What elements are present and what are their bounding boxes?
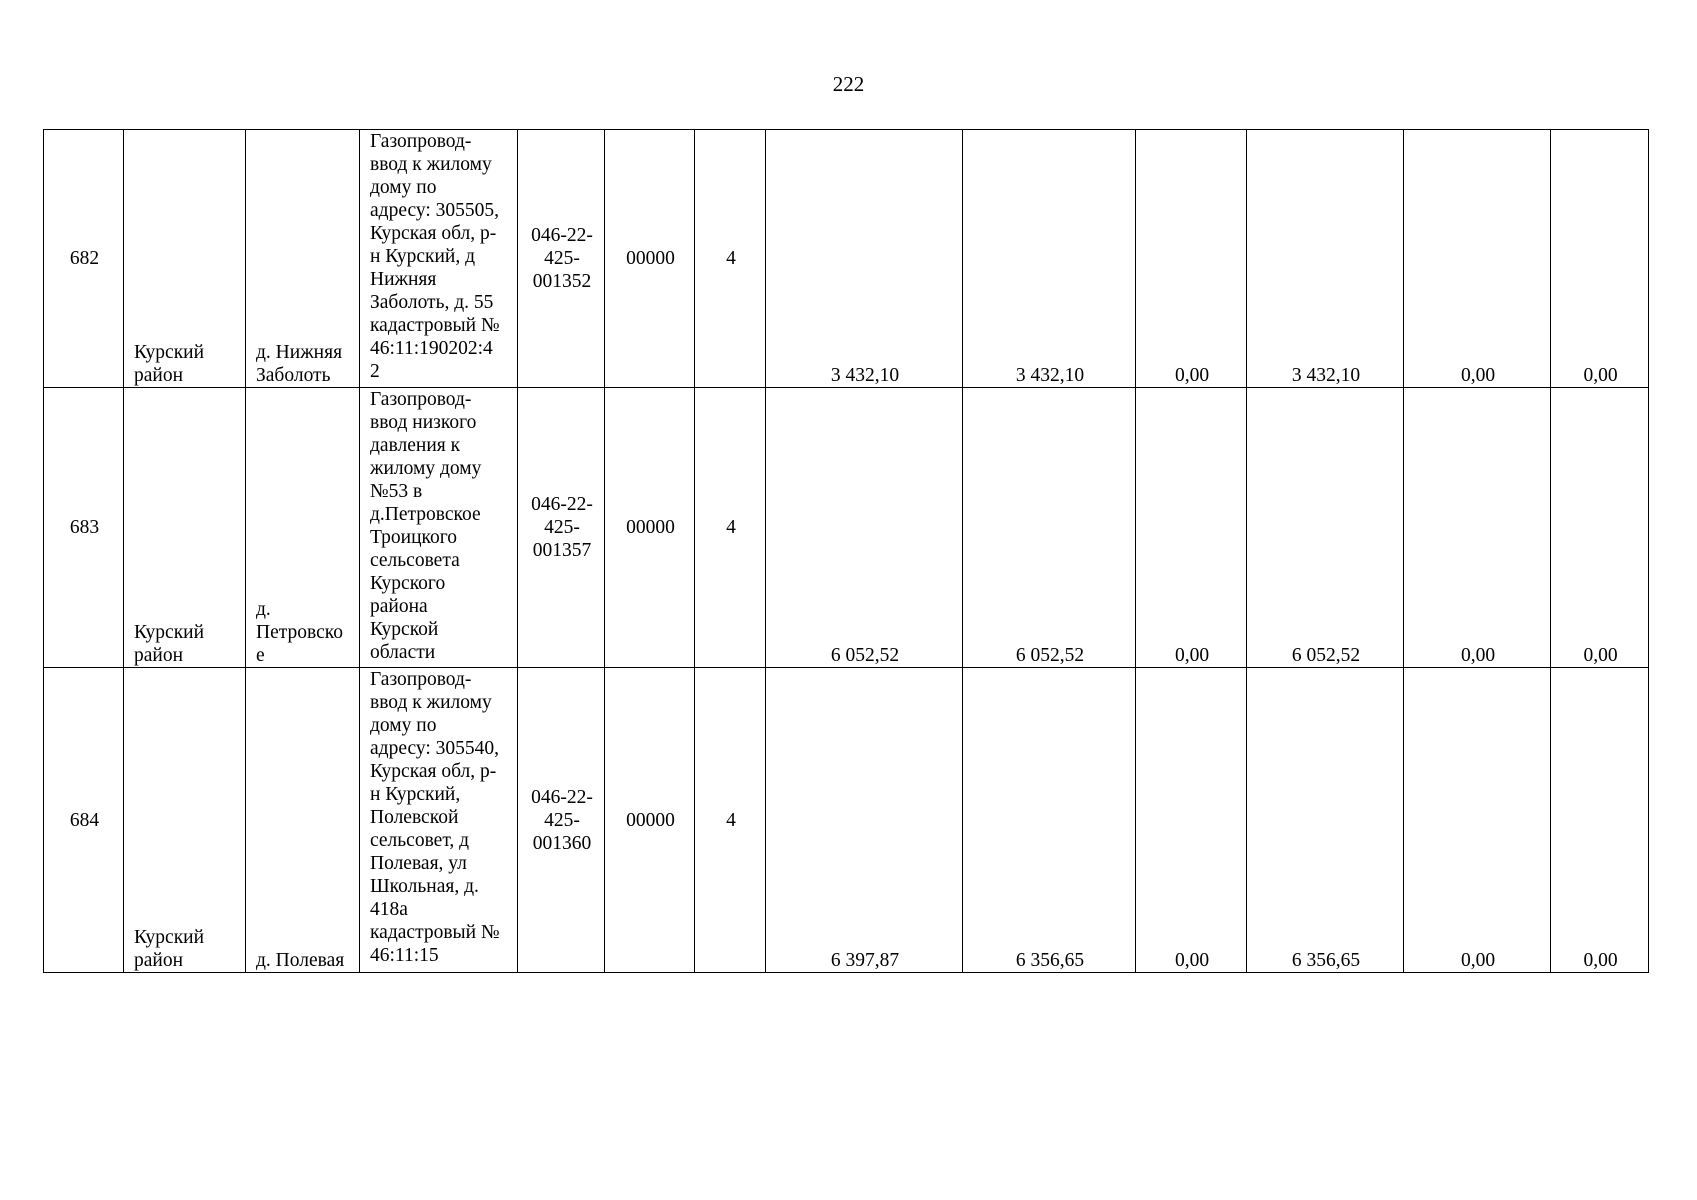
- value-cell-1: 6 397,87: [765, 667, 963, 973]
- code-cell: 00000: [604, 667, 695, 973]
- locality-cell: д. Петровско е: [245, 387, 360, 668]
- page-number: 222: [832, 72, 865, 96]
- description-cell: Газопровод- ввод к жилому дому по адресу…: [359, 129, 518, 388]
- description-cell: Газопровод- ввод к жилому дому по адресу…: [359, 667, 518, 973]
- district-cell: Курский район: [123, 667, 246, 973]
- value-cell-6: 0,00: [1550, 387, 1649, 668]
- code-cell: 00000: [604, 129, 695, 388]
- value-cell-5: 0,00: [1403, 129, 1551, 388]
- category-cell: 4: [694, 667, 766, 973]
- table-row: 683 Курский район д. Петровско е Газопро…: [43, 387, 1649, 668]
- value-cell-4: 6 052,52: [1246, 387, 1404, 668]
- value-cell-6: 0,00: [1550, 667, 1649, 973]
- value-cell-3: 0,00: [1135, 387, 1247, 668]
- value-cell-6: 0,00: [1550, 129, 1649, 388]
- category-cell: 4: [694, 387, 766, 668]
- value-cell-2: 6 052,52: [962, 387, 1136, 668]
- table-row: 684 Курский район д. Полевая Газопровод-…: [43, 667, 1649, 973]
- locality-cell: д. Нижняя Заболоть: [245, 129, 360, 388]
- value-cell-4: 3 432,10: [1246, 129, 1404, 388]
- district-cell: Курский район: [123, 387, 246, 668]
- data-table: 682 Курский район д. Нижняя Заболоть Газ…: [43, 129, 1649, 973]
- value-cell-2: 3 432,10: [962, 129, 1136, 388]
- value-cell-5: 0,00: [1403, 667, 1551, 973]
- code-cell: 00000: [604, 387, 695, 668]
- district-cell: Курский район: [123, 129, 246, 388]
- value-cell-1: 6 052,52: [765, 387, 963, 668]
- value-cell-5: 0,00: [1403, 387, 1551, 668]
- value-cell-4: 6 356,65: [1246, 667, 1404, 973]
- description-cell: Газопровод- ввод низкого давления к жило…: [359, 387, 518, 668]
- registry-code-cell: 046-22- 425- 001357: [517, 387, 605, 668]
- category-cell: 4: [694, 129, 766, 388]
- row-number: 683: [43, 387, 124, 668]
- registry-code-cell: 046-22- 425- 001360: [517, 667, 605, 973]
- row-number: 682: [43, 129, 124, 388]
- value-cell-1: 3 432,10: [765, 129, 963, 388]
- value-cell-2: 6 356,65: [962, 667, 1136, 973]
- registry-code-cell: 046-22- 425- 001352: [517, 129, 605, 388]
- value-cell-3: 0,00: [1135, 667, 1247, 973]
- locality-cell: д. Полевая: [245, 667, 360, 973]
- value-cell-3: 0,00: [1135, 129, 1247, 388]
- table-row: 682 Курский район д. Нижняя Заболоть Газ…: [43, 129, 1649, 388]
- row-number: 684: [43, 667, 124, 973]
